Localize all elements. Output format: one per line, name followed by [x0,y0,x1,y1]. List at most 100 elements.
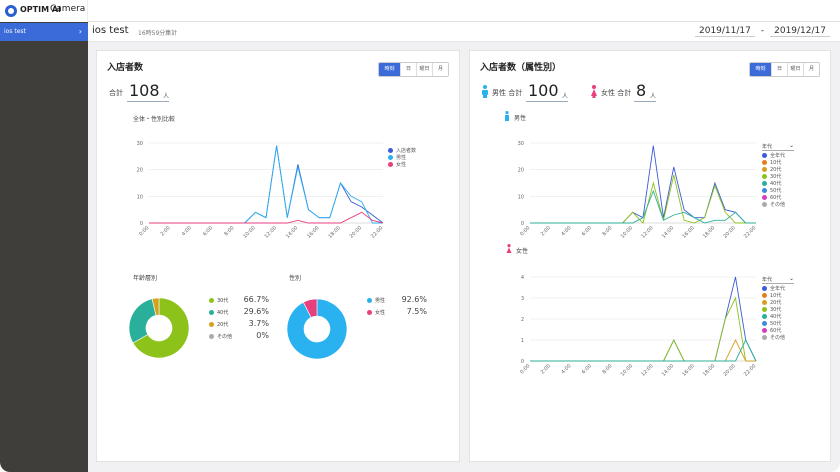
x-tick-label: 8:00 [601,363,613,375]
x-tick-label: 10:00 [242,225,256,239]
y-tick-label: 1 [521,338,524,344]
x-tick-label: 22:00 [743,225,757,239]
slice-30代 [132,297,190,359]
female-section-icon [506,244,512,253]
gender-row: 男性 92.6% [367,295,427,307]
y-tick-label: 10 [137,194,143,200]
x-tick-label: 20:00 [722,363,736,377]
total-label: 合計 [109,89,123,97]
y-tick-label: 4 [521,275,524,281]
age-select-male[interactable]: 年代 ⌄ [762,142,794,151]
female-icon [591,85,597,98]
tab-month[interactable]: 月 [803,63,819,76]
slice-40代 [128,298,157,344]
x-tick-label: 10:00 [620,225,634,239]
line-legend: 入店者数 男性 女性 [388,148,416,169]
visitors-by-attribute-card: 入店者数（属性別） 時刻 日 曜日 月 男性 合計 100 人 女性 合計 8 … [469,50,831,462]
project-title: ios test [92,25,129,36]
tab-day[interactable]: 日 [771,63,787,76]
legend-item: 10代 [762,293,785,300]
legend-item: 20代 [762,300,785,307]
x-tick-label: 18:00 [702,363,716,377]
legend-item: 女性 [388,162,416,169]
brand-name: OPTIM AI [20,5,62,14]
female-total-label: 女性 合計 [601,89,632,97]
age-chart-title: 年齢層別 [133,275,158,282]
legend-item: その他 [762,335,785,342]
gender-breakdown: 男性 92.6% 女性 7.5% [367,295,427,319]
legend-item: 10代 [762,160,785,167]
series-line-男性 [149,145,383,224]
tab-time[interactable]: 時刻 [379,63,400,76]
y-tick-label: 20 [518,168,524,174]
chevron-down-icon: ⌄ [788,142,794,149]
brand-area[interactable]: OPTIM AI Camera [0,0,88,22]
age-row: その他 0% [209,331,269,343]
male-section-title: 男性 [514,115,527,122]
x-tick-label: 22:00 [370,225,384,239]
legend-item: 全年代 [762,286,785,293]
tab-time[interactable]: 時刻 [750,63,771,76]
legend-item: 50代 [762,321,785,328]
y-tick-label: 10 [518,194,524,200]
chevron-right-icon: › [78,27,82,36]
tab-month[interactable]: 月 [432,63,448,76]
date-to[interactable]: 2019/12/17 [770,26,830,37]
tab-day[interactable]: 日 [400,63,416,76]
male-icon [482,85,488,98]
card-title: 入店者数 [107,63,144,73]
x-tick-label: 4:00 [181,225,193,237]
x-tick-label: 12:00 [264,225,278,239]
y-tick-label: 0 [521,221,524,227]
gender-row: 女性 7.5% [367,307,427,319]
legend-item: 30代 [762,174,785,181]
date-from[interactable]: 2019/11/17 [695,26,755,37]
chevron-down-icon: ⌄ [788,275,794,282]
series-line-40代 [530,189,756,224]
male-section-icon [505,111,509,121]
x-tick-label: 18:00 [327,225,341,239]
slice-女性 [302,298,318,318]
x-tick-label: 14:00 [285,225,299,239]
line-chart-title: 全体・性別比較 [133,116,176,123]
total-value: 108 [129,81,160,100]
sub-header: ios test 16時59分集計 2019/11/17-2019/12/17 [88,22,840,42]
legend-item: 40代 [762,314,785,321]
female-unit: 人 [650,93,657,100]
x-tick-label: 2:00 [540,225,552,237]
x-tick-label: 2:00 [160,225,172,237]
y-tick-label: 20 [137,168,143,174]
age-legend-male: 全年代 10代 20代 30代 40代 50代 60代 その他 [762,153,785,209]
male-total-label: 男性 合計 [492,89,523,97]
age-row: 30代 66.7% [209,295,269,307]
visitors-card: 入店者数 時刻 日 曜日 月 合計 108 人 全体・性別比較 0 10 20 30 0… [96,50,460,462]
y-tick-label: 30 [518,141,524,147]
x-tick-label: 22:00 [743,363,757,377]
x-tick-label: 20:00 [722,225,736,239]
age-row: 40代 29.6% [209,307,269,319]
x-tick-label: 10:00 [620,363,634,377]
granularity-tabs: 時刻 日 曜日 月 [378,62,449,77]
x-tick-label: 14:00 [661,363,675,377]
x-tick-label: 4:00 [560,363,572,375]
y-tick-label: 3 [521,296,524,302]
sidebar-item-ios-test[interactable]: ios test › [0,23,88,41]
x-tick-label: 16:00 [681,363,695,377]
legend-item: 20代 [762,167,785,174]
slice-男性 [286,298,348,360]
series-line-入店者数 [149,145,384,224]
x-tick-label: 20:00 [349,225,363,239]
series-line-女性 [149,211,384,224]
tab-weekday[interactable]: 曜日 [416,63,432,76]
x-tick-label: 16:00 [306,225,320,239]
card-title: 入店者数（属性別） [480,63,562,73]
granularity-tabs: 時刻 日 曜日 月 [749,62,820,77]
legend-item: 全年代 [762,153,785,160]
x-tick-label: 14:00 [661,225,675,239]
tab-weekday[interactable]: 曜日 [787,63,803,76]
age-select-female[interactable]: 年代 ⌄ [762,275,794,284]
total-underline [127,101,169,102]
